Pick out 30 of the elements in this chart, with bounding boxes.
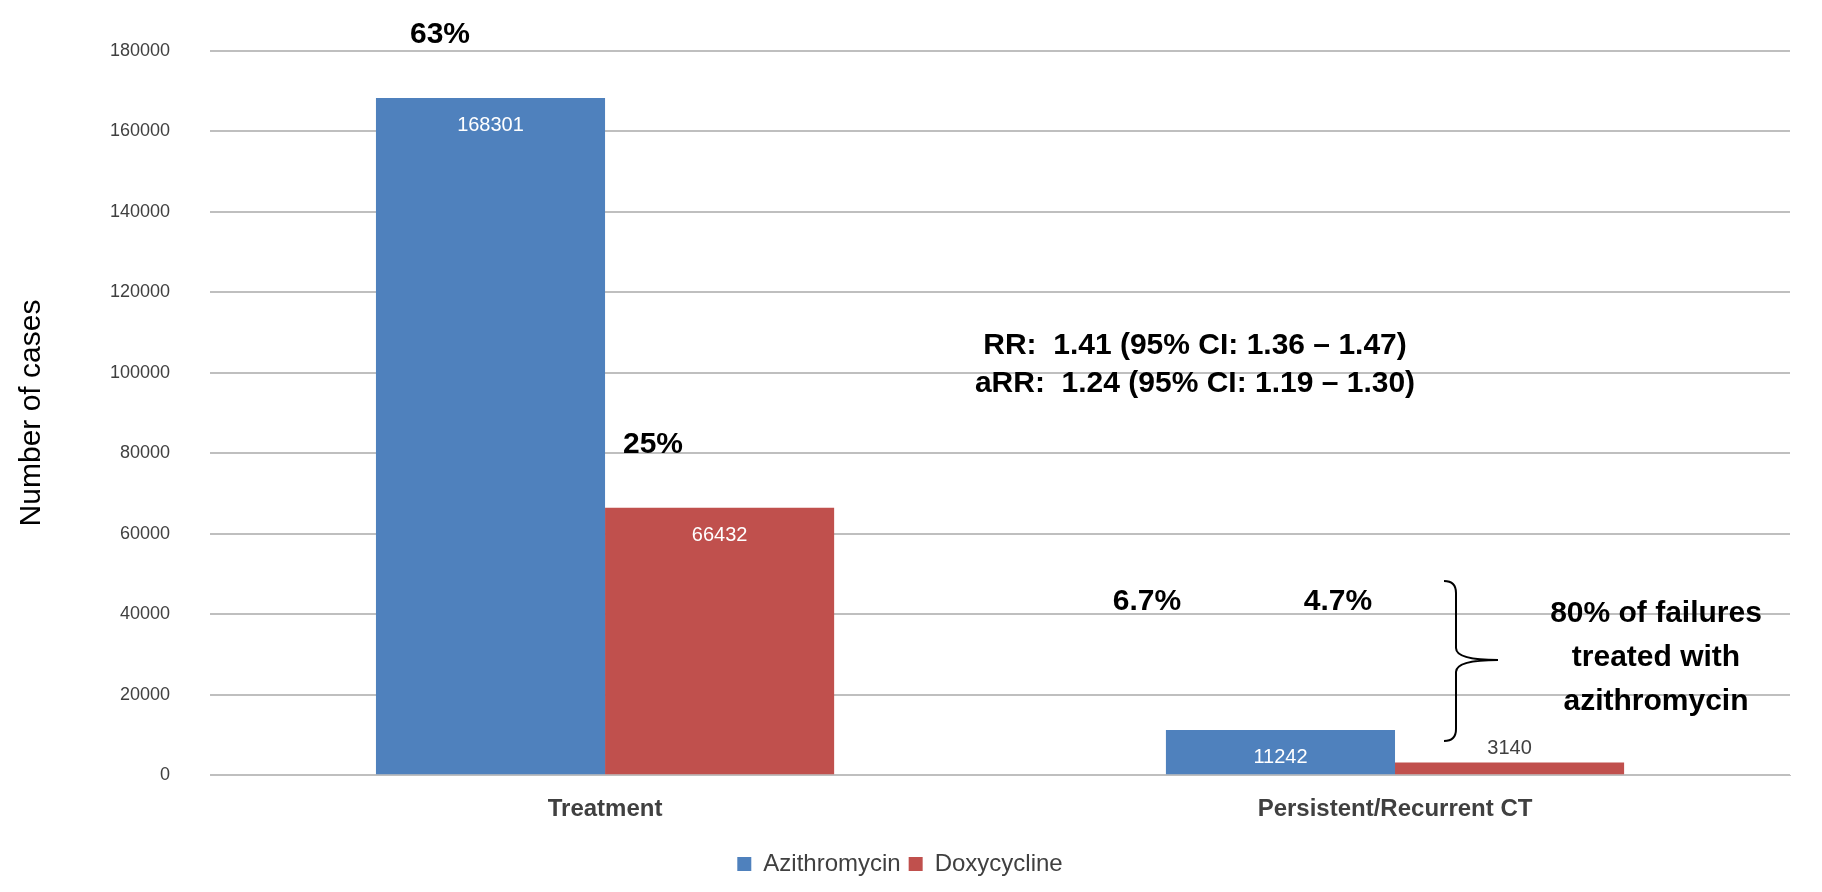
text: 63% xyxy=(409,16,471,50)
y-axis-title: Number of cases xyxy=(13,299,47,527)
y-tick-label: 160000 xyxy=(109,120,171,141)
y-tick-label: 120000 xyxy=(109,281,171,302)
y-tick-label: 60000 xyxy=(120,522,171,543)
y-tick-label: 0 xyxy=(160,764,171,785)
x-tick-label: Persistent/Recurrent CT xyxy=(1257,794,1533,822)
y-tick-label: 80000 xyxy=(120,442,171,463)
y-tick-label: 180000 xyxy=(109,39,171,60)
bar xyxy=(605,507,835,775)
annotation: RR: 1.41 (95% CI: 1.36 – 1.47) xyxy=(983,327,1407,361)
bar xyxy=(375,97,606,775)
data-label: 66432 xyxy=(691,523,748,546)
data-label: 11242 xyxy=(1253,745,1308,768)
annotation: 80% of failures treated with azithromycin xyxy=(1550,595,1762,717)
bar xyxy=(1395,762,1625,775)
legend-label: Doxycycline xyxy=(934,848,1063,876)
legend-label: Azithromycin xyxy=(763,848,901,876)
y-tick-label: 40000 xyxy=(120,603,171,624)
y-tick-label: 140000 xyxy=(109,200,171,221)
annotation: 4.7% xyxy=(1303,583,1373,617)
x-tick-label: Treatment xyxy=(547,794,663,822)
y-tick-label: 100000 xyxy=(109,361,171,382)
y-tick-label: 20000 xyxy=(120,683,171,704)
bar xyxy=(1165,729,1396,775)
annotation: 25% xyxy=(622,426,684,460)
annotation: 6.7% xyxy=(1112,583,1182,617)
data-label: 168301 xyxy=(457,113,524,136)
data-label: 3140 xyxy=(1487,736,1532,759)
annotation: aRR: 1.24 (95% CI: 1.19 – 1.30) xyxy=(974,365,1416,399)
